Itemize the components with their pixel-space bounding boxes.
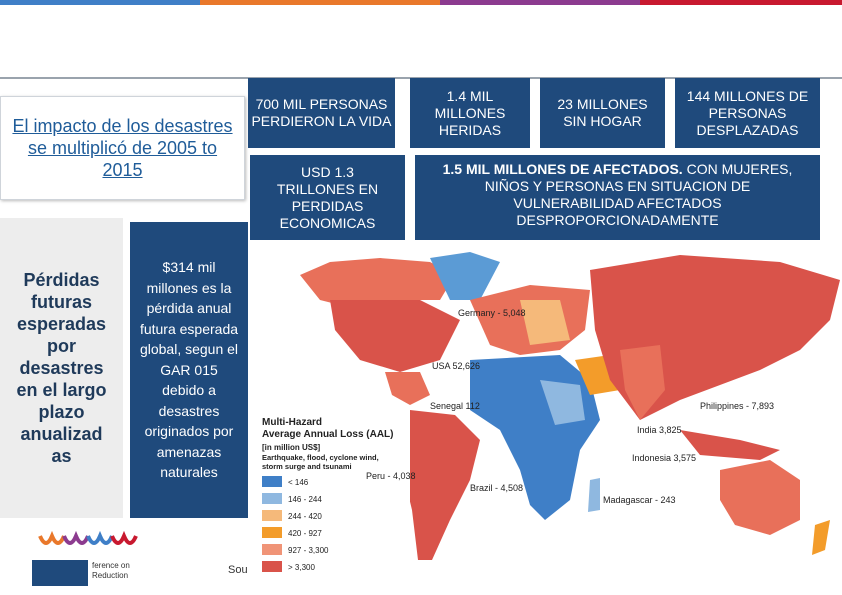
heading-line: anualizad bbox=[20, 424, 103, 444]
map-label: Senegal 112 bbox=[430, 401, 480, 411]
side-heading: Pérdidas futuras esperadas por desastres en e… bbox=[0, 218, 123, 518]
heading-line: Pérdidas bbox=[23, 270, 100, 290]
source: Sou bbox=[228, 564, 248, 576]
legend-subtitle: Earthquake, flood, cyclone wind, bbox=[262, 453, 379, 462]
stat-box: 700 MIL PERSONAS PERDIERON LA VIDA bbox=[248, 78, 395, 148]
legend-title: Multi-Hazard bbox=[262, 417, 322, 428]
stripe bbox=[440, 0, 640, 5]
region bbox=[330, 300, 460, 372]
legend-swatch bbox=[262, 561, 282, 572]
logo-wave bbox=[38, 530, 66, 545]
stat-box: 144 MILLONES DE PERSONAS DESPLAZADAS bbox=[675, 78, 820, 148]
heading-line: esperadas bbox=[16, 314, 107, 334]
stat-headline: 700 MIL PERSONAS bbox=[255, 96, 388, 112]
region bbox=[385, 372, 430, 405]
map-label: Madagascar - 243 bbox=[603, 495, 676, 505]
logo-text: Reduction bbox=[92, 571, 128, 580]
map-label: Brazil - 4,508 bbox=[470, 483, 523, 493]
heading-line: futuras bbox=[30, 292, 92, 312]
heading-line: desastres bbox=[19, 358, 104, 378]
stat-headline: USD 1.3 TRILLONES EN PERDIDAS ECONOMICAS bbox=[276, 163, 379, 231]
legend-box bbox=[258, 410, 410, 572]
region bbox=[680, 430, 780, 460]
stat-detail: HERIDAS bbox=[438, 121, 502, 138]
region bbox=[300, 258, 455, 310]
map-label: USA 52,626 bbox=[432, 361, 480, 371]
stat-detail: PERDIERON LA VIDA bbox=[251, 113, 392, 129]
logo-block bbox=[32, 560, 88, 586]
logo-wave bbox=[62, 530, 90, 545]
region bbox=[588, 478, 600, 512]
legend-title: Average Annual Loss (AAL) bbox=[262, 429, 394, 440]
stat-detail: CON MUJERES, NIÑOS Y PERSONAS EN SITUACI… bbox=[484, 161, 793, 228]
region bbox=[430, 252, 500, 300]
map-label: Peru - 4,038 bbox=[366, 471, 416, 481]
logo-wave bbox=[110, 530, 138, 545]
legend-label: 146 - 244 bbox=[288, 495, 322, 504]
stripe bbox=[0, 0, 200, 5]
region bbox=[620, 345, 665, 420]
region bbox=[540, 380, 585, 425]
stripe bbox=[640, 0, 842, 5]
logo: ference on Reduction bbox=[32, 530, 138, 586]
stat-box: USD 1.3 TRILLONES EN PERDIDAS ECONOMICAS bbox=[250, 155, 405, 240]
legend-subtitle: storm surge and tsunami bbox=[262, 462, 352, 471]
heading-line: en el largo bbox=[16, 380, 107, 400]
stat-headline: 1.5 MIL MILLONES DE AFECTADOS. bbox=[442, 161, 683, 177]
map-label: Indonesia 3,575 bbox=[632, 453, 696, 463]
stat-box: 1.5 MIL MILLONES DE AFECTADOS. CON MUJER… bbox=[415, 155, 820, 240]
stripe bbox=[200, 0, 440, 5]
region bbox=[590, 255, 840, 420]
heading-line: as bbox=[51, 446, 72, 466]
legend-unit: [in million US$] bbox=[262, 443, 321, 452]
stat-box: 23 MILLONES SIN HOGAR bbox=[540, 78, 665, 148]
stat-headline: 23 MILLONES bbox=[557, 96, 648, 112]
heading-line: plazo bbox=[38, 402, 85, 422]
side-note: $314 mil millones es la pérdida anual fu… bbox=[130, 222, 248, 518]
logo-wave bbox=[86, 530, 114, 545]
legend-swatch bbox=[262, 510, 282, 521]
legend-swatch bbox=[262, 476, 282, 487]
region bbox=[470, 355, 600, 520]
legend-label: 927 - 3,300 bbox=[288, 546, 329, 555]
heading-line: por bbox=[47, 336, 76, 356]
map-label: Germany - 5,048 bbox=[458, 308, 526, 318]
legend-label: > 3,300 bbox=[288, 563, 315, 572]
stat-detail: SIN HOGAR bbox=[563, 113, 642, 129]
map-label: India 3,825 bbox=[637, 425, 682, 435]
legend-swatch bbox=[262, 493, 282, 504]
legend-swatch bbox=[262, 527, 282, 538]
continents bbox=[300, 252, 840, 560]
region bbox=[812, 520, 830, 555]
legend-label: 420 - 927 bbox=[288, 529, 322, 538]
region bbox=[398, 410, 480, 560]
stat-headline: 1.4 MIL MILLONES bbox=[434, 87, 506, 121]
stat-detail: DESPLAZADAS bbox=[696, 121, 799, 138]
region bbox=[520, 300, 570, 345]
logo-text: ference on bbox=[92, 561, 130, 570]
stat-box: 1.4 MIL MILLONES HERIDAS bbox=[410, 78, 530, 148]
region bbox=[720, 460, 800, 535]
stat-headline: 144 MILLONES DE PERSONAS bbox=[686, 87, 809, 121]
legend-label: < 146 bbox=[288, 478, 309, 487]
legend-label: 244 - 420 bbox=[288, 512, 322, 521]
map-label: Philippines - 7,893 bbox=[700, 401, 774, 411]
slide-title: El impacto de los desastres se multiplic… bbox=[0, 96, 245, 200]
legend-swatch bbox=[262, 544, 282, 555]
